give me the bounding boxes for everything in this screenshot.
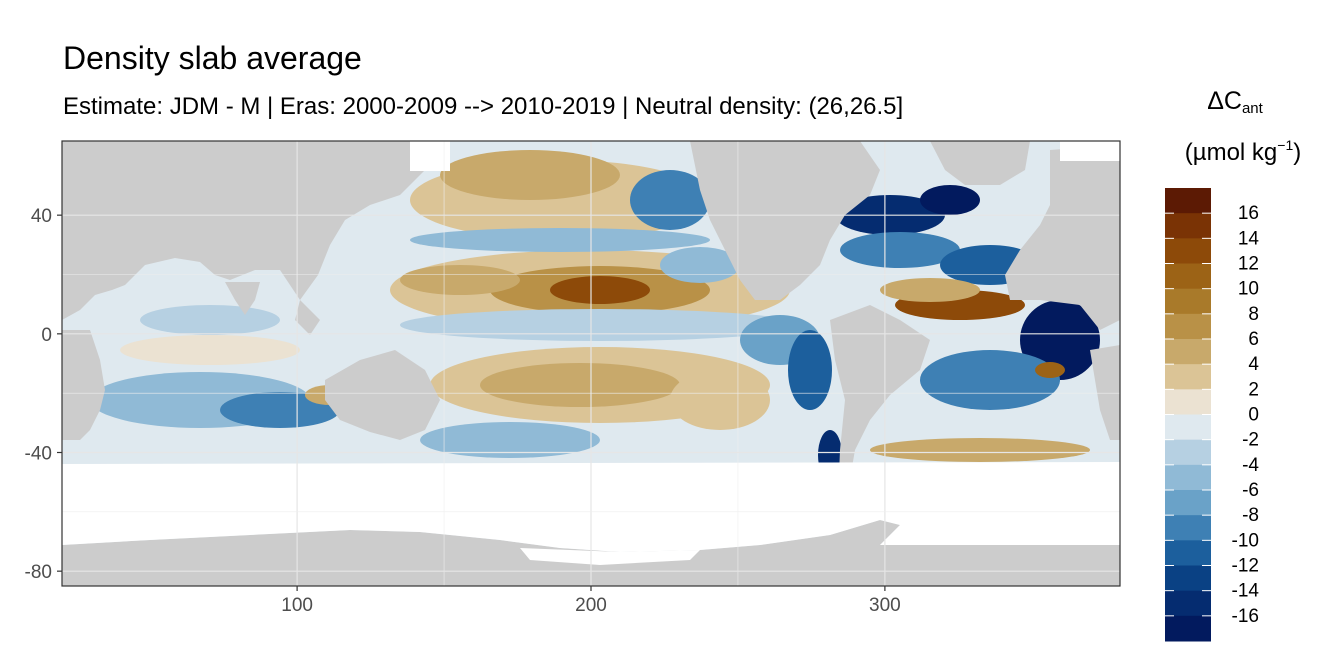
field-blob	[410, 228, 710, 252]
chart-subtitle: Estimate: JDM - M | Eras: 2000-2009 --> …	[63, 93, 904, 120]
y-axis: 40 0 -40 -80	[25, 206, 62, 583]
x-tick-label: 100	[281, 595, 313, 616]
legend-title-subscript: ant	[1241, 100, 1263, 117]
legend-label: -14	[1232, 581, 1260, 602]
field-blob	[840, 232, 960, 268]
legend-unit: (µmol kg−1)	[1168, 137, 1318, 167]
no-data-arctic	[410, 141, 450, 171]
x-tick-label: 300	[869, 595, 901, 616]
legend-label: 16	[1238, 203, 1259, 224]
legend-label: -6	[1242, 480, 1259, 501]
legend-color-bin	[1165, 364, 1211, 390]
y-tick-label: -80	[25, 562, 52, 583]
field-blob	[440, 150, 620, 200]
field-blob	[920, 185, 980, 215]
field-blob	[788, 330, 832, 410]
field-blob	[420, 422, 600, 458]
legend-unit-close: )	[1293, 139, 1302, 166]
field-blob	[660, 247, 740, 283]
gridlines	[62, 141, 1120, 586]
land-sea-peninsula	[295, 300, 320, 335]
no-data-ross	[520, 548, 700, 565]
legend-label: 14	[1238, 228, 1260, 249]
field-blob	[880, 278, 980, 302]
legend-label: -4	[1242, 455, 1259, 476]
legend-color-bin	[1165, 464, 1211, 491]
x-axis: 100 200 300	[281, 586, 901, 616]
legend-title-symbol: ΔC	[1207, 87, 1242, 115]
legend-color-bin	[1165, 540, 1211, 566]
legend-color-bin	[1165, 414, 1211, 441]
legend-color-bin	[1165, 389, 1211, 415]
y-tick-label: 40	[31, 206, 52, 227]
land-eurasia	[62, 141, 425, 320]
legend-color-bin	[1165, 439, 1211, 466]
legend-color-bin	[1165, 515, 1211, 541]
land-north-america	[690, 141, 880, 300]
legend-label: -16	[1232, 606, 1259, 627]
legend-color-bin	[1165, 263, 1211, 290]
field-blob	[920, 350, 1060, 410]
land-australia	[325, 350, 440, 440]
legend: 16 14 12 10 8 6 4 2 0 -2 -4 -6 -8 -10 -12 -14 -16	[1165, 188, 1259, 642]
field-blob	[120, 335, 300, 365]
dcant-field	[90, 150, 1100, 480]
field-blob	[870, 438, 1090, 462]
legend-label: 12	[1238, 254, 1259, 275]
land-southern-africa	[1090, 345, 1120, 440]
land-india	[225, 282, 260, 315]
land-europe-africa	[1005, 145, 1120, 330]
legend-label: 10	[1238, 279, 1259, 300]
legend-label: -10	[1232, 530, 1259, 551]
legend-color-bin	[1165, 339, 1211, 365]
land-south-america	[830, 305, 930, 500]
legend-label: 8	[1248, 304, 1259, 325]
legend-color-bin	[1165, 213, 1211, 239]
legend-color-bin	[1165, 288, 1211, 315]
legend-label: -2	[1242, 430, 1259, 451]
y-tick-label: -40	[25, 444, 52, 465]
legend-color-bin	[1165, 590, 1211, 617]
legend-unit-superscript: −1	[1277, 137, 1294, 153]
legend-color-bin	[1165, 313, 1211, 340]
legend-label: -8	[1242, 505, 1259, 526]
legend-color-bin	[1165, 490, 1211, 516]
legend-label: 0	[1248, 405, 1259, 426]
legend-color-bin	[1165, 615, 1211, 642]
legend-label: 2	[1248, 379, 1259, 400]
x-tick-label: 200	[575, 595, 607, 616]
legend-label: -12	[1232, 556, 1259, 577]
field-blob	[480, 363, 680, 407]
legend-label: 6	[1248, 329, 1259, 350]
no-data-arctic	[1060, 141, 1120, 161]
land-africa	[62, 330, 105, 440]
field-blob	[670, 370, 770, 430]
legend-title: ΔCant	[1160, 87, 1310, 117]
field-blob	[550, 276, 650, 304]
land-greenland	[930, 141, 1030, 185]
legend-label: 4	[1248, 354, 1259, 375]
field-blob	[400, 265, 520, 295]
y-tick-label: 0	[41, 325, 52, 346]
field-blob	[140, 305, 280, 335]
land	[62, 141, 1120, 586]
legend-color-bin	[1165, 188, 1211, 214]
legend-unit-main: (µmol kg	[1184, 139, 1278, 166]
field-blob	[1035, 362, 1065, 378]
chart-title: Density slab average	[63, 40, 362, 76]
legend-color-bin	[1165, 238, 1211, 264]
field-blob	[400, 309, 800, 341]
legend-color-bin	[1165, 565, 1211, 592]
